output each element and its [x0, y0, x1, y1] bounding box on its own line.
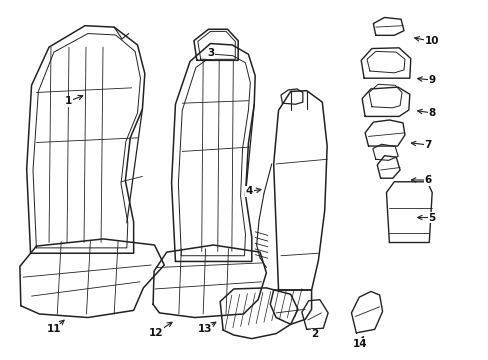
Polygon shape: [376, 156, 399, 178]
Text: 2: 2: [311, 329, 318, 339]
Text: 6: 6: [424, 175, 431, 185]
Polygon shape: [171, 44, 255, 261]
Polygon shape: [366, 51, 404, 73]
Text: 4: 4: [245, 186, 252, 197]
Polygon shape: [301, 300, 327, 329]
Polygon shape: [281, 89, 302, 104]
Polygon shape: [270, 290, 311, 324]
Polygon shape: [361, 48, 410, 78]
Polygon shape: [153, 245, 266, 318]
Polygon shape: [20, 239, 164, 318]
Polygon shape: [198, 31, 235, 59]
Polygon shape: [178, 54, 250, 256]
Polygon shape: [362, 87, 409, 116]
Text: 1: 1: [65, 96, 72, 107]
Text: 5: 5: [427, 212, 434, 222]
Polygon shape: [351, 292, 382, 333]
Text: 9: 9: [427, 75, 434, 85]
Polygon shape: [386, 182, 431, 243]
Text: 11: 11: [46, 324, 61, 334]
Polygon shape: [33, 33, 140, 248]
Text: 8: 8: [427, 108, 434, 118]
Polygon shape: [372, 144, 397, 160]
Polygon shape: [368, 84, 401, 108]
Polygon shape: [220, 288, 297, 339]
Polygon shape: [194, 29, 238, 60]
Polygon shape: [27, 26, 144, 253]
Polygon shape: [365, 120, 404, 146]
Text: 14: 14: [352, 339, 367, 348]
Text: 13: 13: [197, 324, 211, 334]
Text: 10: 10: [424, 36, 438, 46]
Text: 3: 3: [206, 48, 214, 58]
Text: 12: 12: [148, 328, 163, 338]
Polygon shape: [273, 91, 326, 290]
Polygon shape: [372, 18, 403, 35]
Text: 7: 7: [424, 140, 431, 150]
